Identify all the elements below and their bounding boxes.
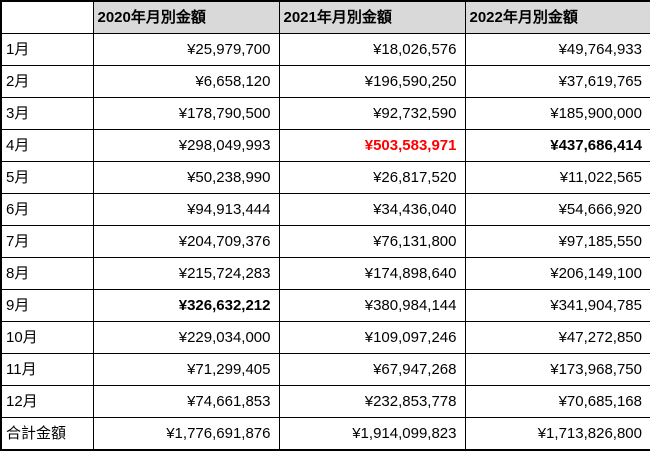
month-row: 8月 ¥215,724,283 ¥174,898,640 ¥206,149,100 [0, 256, 650, 291]
month-row: 2月 ¥6,658,120 ¥196,590,250 ¥37,619,765 [0, 64, 650, 98]
corner-cell [0, 0, 94, 34]
value-cell: ¥25,979,700 [92, 32, 280, 66]
value-cell: ¥97,185,550 [464, 224, 650, 258]
month-row-label: 6月 [0, 192, 94, 226]
value-cell: ¥1,914,099,823 [278, 417, 466, 451]
value-cell: ¥50,238,990 [92, 160, 280, 194]
value-cell: ¥178,790,500 [92, 96, 280, 130]
month-row: 6月 ¥94,913,444 ¥34,436,040 ¥54,666,920 [0, 192, 650, 226]
value-cell: ¥92,732,590 [278, 96, 466, 130]
value-cell: ¥437,686,414 [464, 128, 650, 162]
value-cell: ¥1,713,826,800 [464, 417, 650, 451]
value-cell: ¥229,034,000 [92, 321, 280, 355]
month-row-label: 12月 [0, 385, 94, 419]
value-cell: ¥109,097,246 [278, 321, 466, 355]
value-cell: ¥1,776,691,876 [92, 417, 280, 451]
month-row-label: 4月 [0, 128, 94, 162]
value-cell: ¥341,904,785 [464, 288, 650, 323]
value-cell: ¥298,049,993 [92, 128, 280, 162]
month-row: 1月 ¥25,979,700 ¥18,026,576 ¥49,764,933 [0, 32, 650, 66]
value-cell: ¥174,898,640 [278, 256, 466, 291]
value-cell: ¥76,131,800 [278, 224, 466, 258]
value-cell: ¥215,724,283 [92, 256, 280, 291]
month-row: 3月 ¥178,790,500 ¥92,732,590 ¥185,900,000 [0, 96, 650, 130]
value-cell: ¥232,853,778 [278, 385, 466, 419]
value-cell: ¥49,764,933 [464, 32, 650, 66]
month-row-label: 3月 [0, 96, 94, 130]
value-cell: ¥326,632,212 [92, 288, 280, 323]
table-body: 1月 ¥25,979,700 ¥18,026,576 ¥49,764,933 2月 ¥6,… [0, 32, 650, 451]
header-row: 2020年月別金額 2021年月別金額 2022年月別金額 [0, 0, 650, 34]
value-cell: ¥6,658,120 [92, 64, 280, 98]
month-row-label: 11月 [0, 353, 94, 387]
value-cell: ¥70,685,168 [464, 385, 650, 419]
value-cell: ¥204,709,376 [92, 224, 280, 258]
value-cell: ¥196,590,250 [278, 64, 466, 98]
value-cell: ¥74,661,853 [92, 385, 280, 419]
value-cell: ¥94,913,444 [92, 192, 280, 226]
total-row: 合計金額 ¥1,776,691,876 ¥1,914,099,823 ¥1,713,8… [0, 417, 650, 451]
value-cell: ¥173,968,750 [464, 353, 650, 387]
month-row: 10月 ¥229,034,000 ¥109,097,246 ¥47,272,850 [0, 321, 650, 355]
month-row-label: 1月 [0, 32, 94, 66]
value-cell: ¥26,817,520 [278, 160, 466, 194]
column-header-2020: 2020年月別金額 [92, 0, 280, 34]
month-row-label: 10月 [0, 321, 94, 355]
value-cell: ¥18,026,576 [278, 32, 466, 66]
month-row: 7月 ¥204,709,376 ¥76,131,800 ¥97,185,550 [0, 224, 650, 258]
value-cell: ¥34,436,040 [278, 192, 466, 226]
total-row-label: 合計金額 [0, 417, 94, 451]
month-row: 5月 ¥50,238,990 ¥26,817,520 ¥11,022,565 [0, 160, 650, 194]
value-cell: ¥206,149,100 [464, 256, 650, 291]
value-cell: ¥185,900,000 [464, 96, 650, 130]
month-row: 11月 ¥71,299,405 ¥67,947,268 ¥173,968,750 [0, 353, 650, 387]
value-cell: ¥380,984,144 [278, 288, 466, 323]
month-row-label: 2月 [0, 64, 94, 98]
value-cell: ¥71,299,405 [92, 353, 280, 387]
month-row: 4月 ¥298,049,993 ¥503,583,971 ¥437,686,414 [0, 128, 650, 162]
value-cell: ¥47,272,850 [464, 321, 650, 355]
value-cell: ¥503,583,971 [278, 128, 466, 162]
value-cell: ¥54,666,920 [464, 192, 650, 226]
month-row-label: 7月 [0, 224, 94, 258]
column-header-2022: 2022年月別金額 [464, 0, 650, 34]
value-cell: ¥11,022,565 [464, 160, 650, 194]
month-row-label: 5月 [0, 160, 94, 194]
month-row: 9月 ¥326,632,212 ¥380,984,144 ¥341,904,785 [0, 288, 650, 323]
month-row: 12月 ¥74,661,853 ¥232,853,778 ¥70,685,168 [0, 385, 650, 419]
value-cell: ¥67,947,268 [278, 353, 466, 387]
month-row-label: 8月 [0, 256, 94, 291]
column-header-2021: 2021年月別金額 [278, 0, 466, 34]
month-row-label: 9月 [0, 288, 94, 323]
value-cell: ¥37,619,765 [464, 64, 650, 98]
